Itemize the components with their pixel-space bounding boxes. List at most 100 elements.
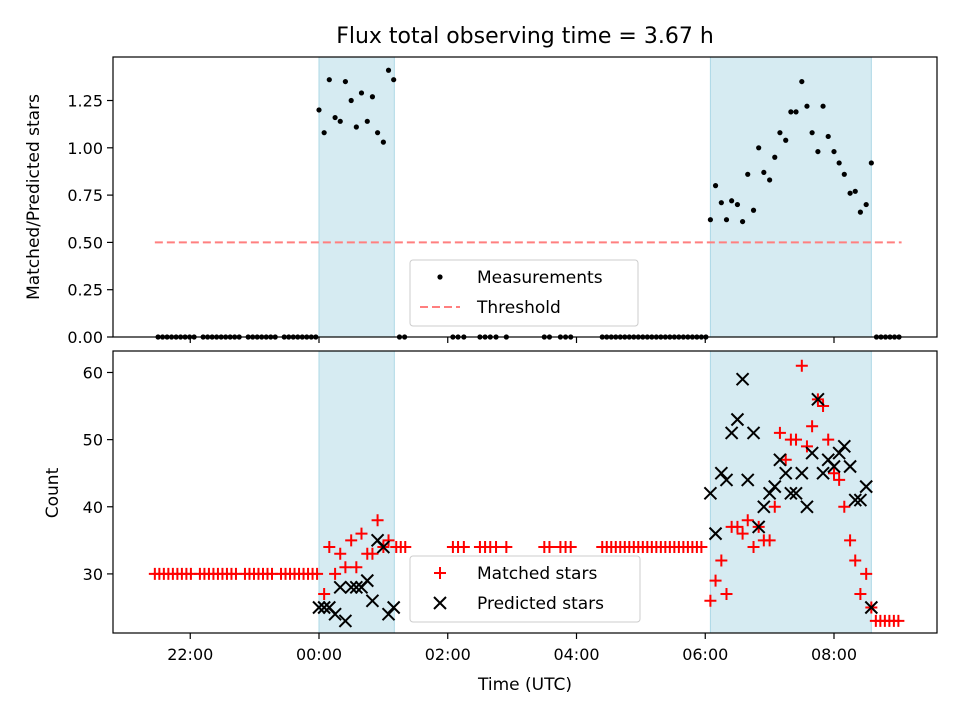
predicted-star-point [349, 580, 364, 595]
top-legend-box [409, 259, 639, 327]
y-tick-label: 0.25 [67, 281, 103, 300]
y-tick-label: 40 [83, 498, 103, 517]
matched-star-point [854, 588, 867, 601]
predicted-star-point [811, 392, 825, 407]
matched-star-point [457, 541, 470, 554]
matched-star-point [695, 541, 708, 554]
matched-star-point [323, 541, 336, 554]
top-plot-frame [112, 56, 938, 338]
y-tick-label: 30 [83, 565, 103, 584]
measurement-point [326, 77, 332, 83]
predicted-star-point [344, 580, 358, 595]
measurement-point [316, 107, 322, 113]
y-tick-label: 1.25 [67, 92, 103, 111]
x-axis-label: Time (UTC) [477, 675, 572, 695]
top-observing-interval [318, 56, 395, 338]
predicted-star-point [724, 426, 739, 440]
measurement-point [321, 130, 327, 136]
predicted-star-point [789, 486, 803, 501]
measurement-point [707, 217, 714, 223]
matched-star-point [773, 426, 786, 439]
bottom-plot-frame [112, 350, 938, 634]
predicted-star-point [837, 439, 852, 454]
measurement-point [342, 78, 348, 85]
matched-star-point [838, 500, 851, 513]
measurement-point [374, 130, 381, 136]
measurement-point [348, 97, 354, 104]
measurement-point [353, 124, 359, 130]
matched-star-point [768, 500, 781, 513]
matched-star-point [355, 527, 368, 540]
measurement-point [745, 171, 751, 177]
measurement-point [337, 118, 343, 124]
measurements-legend-label: Measurements [477, 268, 603, 288]
matched-star-point [844, 534, 857, 547]
matched-star-point [399, 541, 412, 554]
matched-star-point [709, 574, 722, 587]
predicted-star-point [381, 607, 396, 621]
measurement-point [712, 183, 719, 189]
x-tick-label: 02:00 [425, 645, 471, 664]
matched-star-point [345, 534, 358, 547]
measurement-point [739, 218, 746, 225]
measurement-point [364, 118, 370, 124]
matched-star-point [860, 567, 873, 580]
measurement-point [729, 198, 735, 204]
matched-star-point [366, 547, 379, 560]
top-legend: Measurements Threshold [409, 259, 639, 327]
measurement-point [391, 77, 397, 83]
x-tick-label: 04:00 [553, 645, 599, 664]
y-tick-label: 50 [83, 431, 103, 450]
matched-stars-legend-marker [434, 567, 446, 579]
matched-star-point [822, 433, 835, 446]
x-tick-label: 06:00 [682, 645, 728, 664]
measurement-point [831, 148, 837, 155]
matched-star-point [828, 467, 840, 480]
y-tick-label: 0.00 [67, 328, 103, 347]
matched-star-point [543, 541, 556, 554]
matched-stars-legend-label: Matched stars [477, 564, 597, 584]
measurement-point [385, 67, 392, 73]
bottom-legend-box [409, 555, 641, 623]
matched-star-point [849, 554, 862, 567]
predicted-star-point [757, 500, 771, 514]
predicted-star-point [784, 486, 798, 501]
matched-star-point [800, 440, 813, 453]
measurement-point [868, 160, 874, 166]
predicted-star-point [730, 412, 745, 427]
measurement-point [804, 103, 810, 109]
predicted-star-point [338, 614, 353, 628]
measurement-point [825, 133, 831, 140]
bottom-panel: 22:00 00:00 02:00 04:00 06:00 08:00 30 40 50 60 C… [43, 350, 938, 695]
measurement-point [820, 103, 826, 109]
predicted-star-point [333, 580, 347, 595]
predicted-stars-legend-label: Predicted stars [477, 594, 604, 614]
measurement-point [847, 190, 853, 196]
predicted-star-point [832, 446, 846, 460]
matched-star-point [833, 473, 846, 486]
predicted-star-point [376, 540, 391, 554]
matched-star-point [731, 520, 744, 533]
matched-star-point [500, 541, 513, 554]
predicted-star-point [816, 466, 830, 480]
predicted-star-point [751, 520, 766, 534]
measurement-point [841, 171, 847, 177]
predicted-star-point [827, 459, 841, 474]
predicted-star-point [779, 466, 793, 480]
matched-star-point [350, 561, 363, 574]
matched-star-point [747, 541, 760, 554]
measurement-point [750, 207, 757, 213]
predicted-star-point [328, 607, 342, 621]
measurement-point [767, 177, 773, 183]
matched-star-point [806, 420, 819, 433]
predicted-stars-legend-marker [433, 596, 447, 610]
measurement-point [783, 137, 789, 143]
matched-star-point [564, 541, 577, 554]
predicted-star-point [843, 459, 857, 474]
predicted-star-point [312, 600, 326, 615]
predicted-star-point [768, 479, 782, 494]
measurement-point [815, 148, 821, 155]
measurement-point [852, 188, 858, 194]
matched-star-point [736, 527, 749, 540]
